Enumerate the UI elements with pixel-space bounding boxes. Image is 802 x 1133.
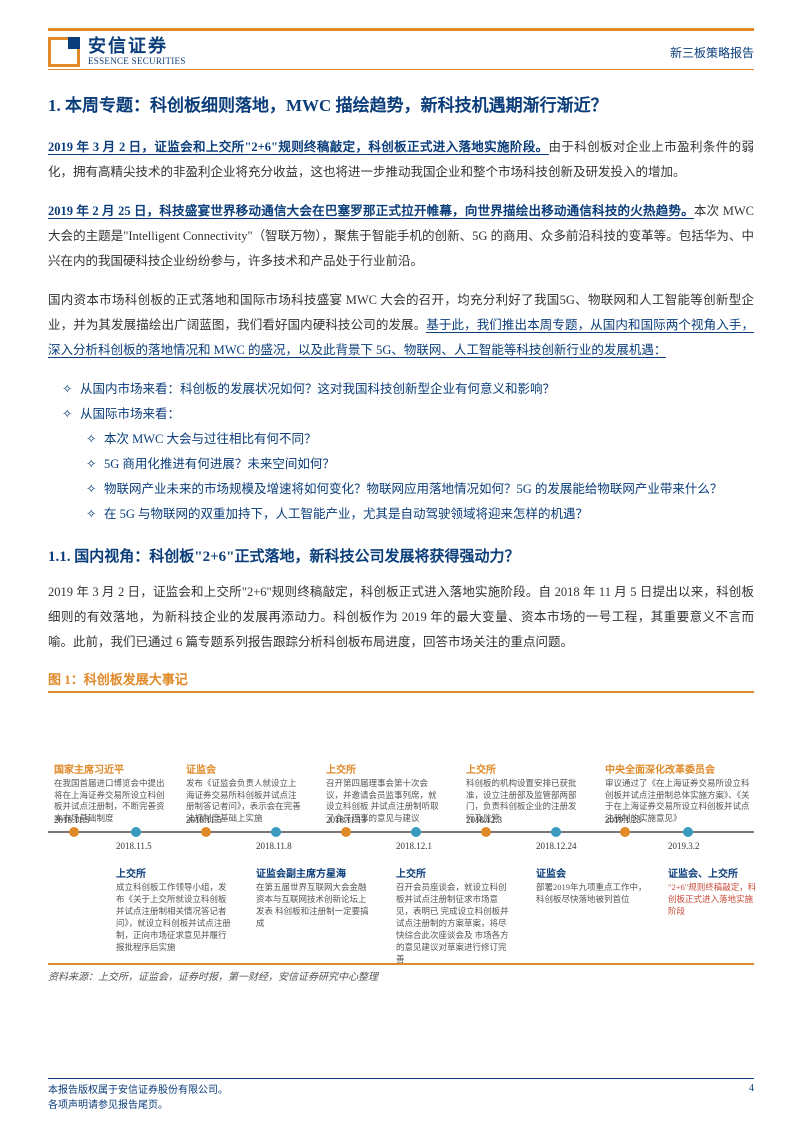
sub-bullet-item: 物联网产业未来的市场规模及增速将如何变化？物联网应用落地情况如何？5G 的发展能… bbox=[104, 477, 754, 502]
bullet-item: 从国内市场来看：科创板的发展状况如何？这对我国科技创新型企业有何意义和影响？ bbox=[80, 377, 754, 402]
footer-copyright: 本报告版权属于安信证券股份有限公司。 bbox=[48, 1083, 228, 1098]
timeline-chart: 国家主席习近平在我国首届进口博览会中提出将在上海证券交易所设立科创板并试点注册制… bbox=[48, 701, 754, 961]
bullet-list: 从国内市场来看：科创板的发展状况如何？这对我国科技创新型企业有何意义和影响？ 从… bbox=[48, 377, 754, 527]
report-type: 新三板策略报告 bbox=[670, 44, 754, 61]
footer: 本报告版权属于安信证券股份有限公司。 各项声明请参见报告尾页。 4 bbox=[48, 1078, 754, 1113]
paragraph-2: 2019 年 2 月 25 日，科技盛宴世界移动通信大会在巴塞罗那正式拉开帷幕，… bbox=[48, 199, 754, 274]
page-number: 4 bbox=[749, 1083, 754, 1113]
logo: 安信证券 ESSENCE SECURITIES bbox=[48, 37, 186, 67]
bullet-item: 从国际市场来看： bbox=[80, 402, 754, 427]
sub-bullet-item: 5G 商用化推进有何进展？未来空间如何？ bbox=[104, 452, 754, 477]
figure-source: 资料来源：上交所，证监会，证券时报，第一财经，安信证券研究中心整理 bbox=[48, 963, 754, 983]
logo-mark bbox=[48, 37, 80, 67]
logo-en: ESSENCE SECURITIES bbox=[88, 57, 186, 67]
paragraph-3: 国内资本市场科创板的正式落地和国际市场科技盛宴 MWC 大会的召开，均充分利好了… bbox=[48, 288, 754, 363]
logo-cn: 安信证券 bbox=[88, 37, 186, 57]
section-heading-1: 1. 本周专题：科创板细则落地，MWC 描绘趋势，新科技机遇期渐行渐近？ bbox=[48, 92, 754, 119]
sub-bullet-item: 在 5G 与物联网的双重加持下，人工智能产业，尤其是自动驾驶领域将迎来怎样的机遇… bbox=[104, 502, 754, 527]
paragraph-4: 2019 年 3 月 2 日，证监会和上交所"2+6"规则终稿敲定，科创板正式进… bbox=[48, 580, 754, 655]
paragraph-1: 2019 年 3 月 2 日，证监会和上交所"2+6"规则终稿敲定，科创板正式进… bbox=[48, 135, 754, 185]
footer-disclaimer: 各项声明请参见报告尾页。 bbox=[48, 1098, 228, 1113]
section-heading-1-1: 1.1. 国内视角：科创板"2+6"正式落地，新科技公司发展将获得强动力？ bbox=[48, 545, 754, 566]
header: 安信证券 ESSENCE SECURITIES 新三板策略报告 bbox=[48, 37, 754, 70]
figure-title: 图 1：科创板发展大事记 bbox=[48, 669, 754, 693]
sub-bullet-item: 本次 MWC 大会与过往相比有何不同？ bbox=[104, 427, 754, 452]
